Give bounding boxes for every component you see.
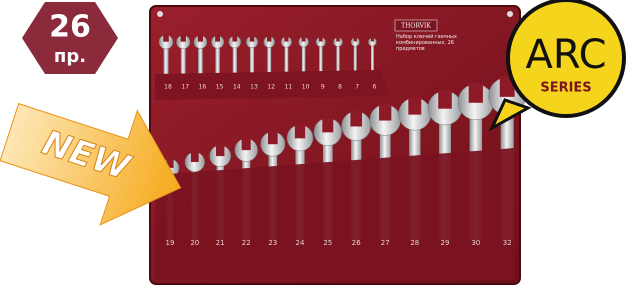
size-label: 27 bbox=[381, 239, 390, 247]
wrench-jaw bbox=[216, 144, 224, 156]
wrench-jaw bbox=[267, 36, 271, 42]
wrench-jaw bbox=[336, 37, 340, 42]
size-label: 15 bbox=[216, 84, 224, 91]
wrench-jaw bbox=[268, 131, 278, 144]
size-label: 23 bbox=[268, 239, 277, 247]
size-label: 28 bbox=[410, 239, 419, 247]
size-label: 32 bbox=[503, 239, 512, 247]
brand: THORVIK bbox=[401, 23, 431, 30]
description-box: Набор ключей гаечных комбинированных, 26… bbox=[396, 34, 476, 64]
wrench-jaw bbox=[302, 36, 306, 42]
wrench-jaw bbox=[322, 117, 333, 132]
size-label: 20 bbox=[190, 239, 199, 247]
description: Набор ключей гаечных комбинированных, 26… bbox=[396, 34, 476, 52]
size-label: 30 bbox=[471, 239, 480, 247]
count-unit: пр. bbox=[54, 46, 86, 67]
size-label: 7 bbox=[355, 84, 359, 91]
size-label: 22 bbox=[242, 239, 251, 247]
size-label: 9 bbox=[321, 84, 325, 91]
wrench-jaw bbox=[354, 37, 357, 42]
wrench-jaw bbox=[408, 97, 421, 115]
wrench-jaw bbox=[250, 35, 255, 41]
wrench-jaw bbox=[232, 35, 237, 42]
size-label: 21 bbox=[216, 239, 225, 247]
wrench-jaw bbox=[198, 35, 203, 42]
size-label: 14 bbox=[233, 84, 241, 91]
grommet bbox=[157, 11, 163, 17]
logo-brand: ARC bbox=[525, 32, 606, 78]
grommet bbox=[507, 11, 513, 17]
count: 26 bbox=[49, 10, 91, 45]
size-label: 10 bbox=[302, 84, 310, 91]
product-image: 18 17 16 15 14 13 12 11 10 9 8 7 6 19 20 21 22 23 24 25 26 27… bbox=[0, 0, 642, 289]
size-label: 17 bbox=[181, 84, 189, 91]
wrench-jaw bbox=[438, 90, 452, 109]
size-label: 19 bbox=[166, 239, 175, 247]
size-label: 8 bbox=[338, 84, 342, 91]
size-label: 11 bbox=[285, 84, 293, 91]
wrench-jaw bbox=[284, 36, 288, 42]
size-label: 18 bbox=[164, 84, 172, 91]
size-label: 29 bbox=[441, 239, 450, 247]
wrench-jaw bbox=[319, 36, 323, 41]
wrench-jaw bbox=[469, 83, 483, 103]
wrench-jaw bbox=[379, 104, 391, 121]
wrench-jaw bbox=[350, 110, 362, 126]
size-label: 12 bbox=[267, 84, 275, 91]
wrench-jaw bbox=[163, 34, 169, 42]
wrench-jaw bbox=[295, 124, 305, 138]
size-label: 6 bbox=[372, 84, 376, 91]
wrench-jaw bbox=[242, 138, 251, 151]
wrench-jaw bbox=[371, 37, 374, 41]
size-label: 13 bbox=[250, 84, 258, 91]
size-label: 16 bbox=[199, 84, 207, 91]
size-label: 25 bbox=[323, 239, 332, 247]
size-label: 26 bbox=[352, 239, 361, 247]
wrench-jaw bbox=[191, 151, 199, 162]
wrench-jaw bbox=[181, 34, 186, 41]
size-label: 24 bbox=[296, 239, 305, 247]
logo-line: SERIES bbox=[540, 81, 591, 96]
wrench-jaw bbox=[215, 35, 220, 42]
